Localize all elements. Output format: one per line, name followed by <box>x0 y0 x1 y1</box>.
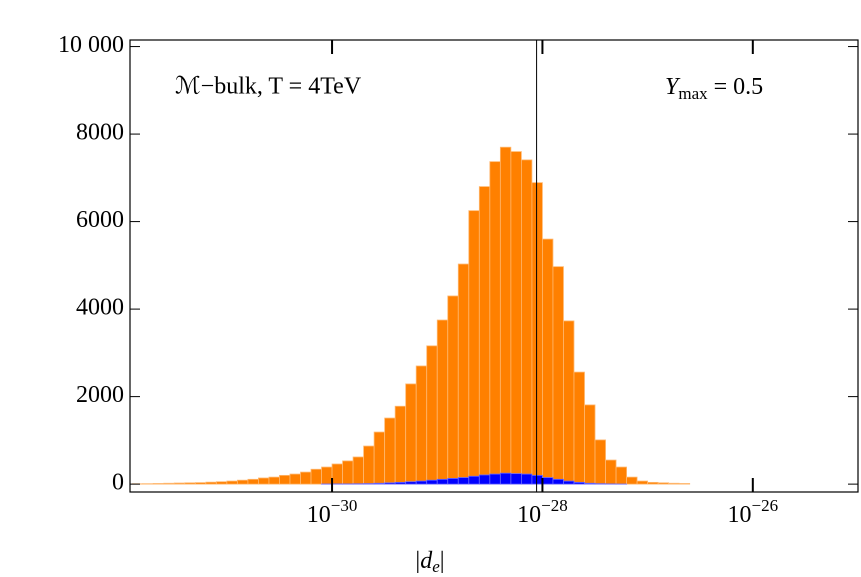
histogram-bar <box>468 475 480 485</box>
histogram-bar <box>573 371 585 485</box>
histogram-bar <box>310 468 322 485</box>
histogram-bar <box>394 405 407 485</box>
histogram-bar <box>205 481 217 485</box>
histogram-bar <box>247 478 259 485</box>
histogram-bar <box>436 319 449 485</box>
histogram-bar <box>657 482 670 485</box>
histogram-bar <box>373 431 386 485</box>
histogram-bar <box>489 473 501 485</box>
histogram-bar <box>542 477 554 485</box>
histogram-bar <box>331 463 343 485</box>
histogram-bar <box>236 479 249 485</box>
histogram-bar <box>478 186 491 485</box>
histogram-bar <box>289 473 301 485</box>
histogram-bar <box>405 383 417 485</box>
histogram-bar <box>363 445 375 485</box>
x-tick-label: 10−28 <box>517 496 568 528</box>
histogram-bar <box>415 480 428 485</box>
histogram-bar <box>520 159 533 485</box>
histogram-bar <box>636 480 649 485</box>
y-tick-label: 10 000 <box>58 32 124 58</box>
histogram-bar <box>258 477 270 485</box>
histogram-bar <box>668 482 680 485</box>
histogram-bar <box>584 482 596 485</box>
histogram-bar <box>384 482 396 485</box>
histogram-bar <box>531 474 543 485</box>
histogram-bar <box>626 476 638 485</box>
histogram-bar <box>436 478 449 485</box>
y-tick-label: 4000 <box>76 295 124 321</box>
plot-frame <box>129 39 859 493</box>
histogram-bar <box>363 483 375 485</box>
histogram-bar <box>426 479 438 485</box>
x-tick-label: 10−30 <box>307 496 358 528</box>
histogram-bar <box>373 482 386 485</box>
histogram-bar <box>499 146 512 485</box>
histogram-bar <box>457 477 470 485</box>
annotation: ℳ−bulk, T = 4TeV <box>175 74 362 100</box>
histogram-bar <box>279 474 291 485</box>
y-tick-label: 2000 <box>76 382 124 408</box>
histogram-bar <box>478 474 491 485</box>
histogram-bar <box>510 151 522 485</box>
x-axis-label: |de| <box>415 548 444 576</box>
histogram-bar <box>510 473 522 485</box>
histogram-bar <box>173 482 186 485</box>
histogram-bar <box>542 238 554 485</box>
histogram-bar <box>384 417 396 485</box>
histogram-bar <box>194 482 207 485</box>
histogram-bar <box>415 365 428 485</box>
histogram-bar <box>405 481 417 485</box>
histogram-bar <box>163 482 175 485</box>
histogram-bar <box>520 473 533 485</box>
histogram-bar <box>394 481 407 485</box>
histogram-bar <box>300 471 312 485</box>
histogram-bar <box>605 459 617 485</box>
histogram-bar <box>584 404 596 485</box>
histogram-bar <box>352 456 365 485</box>
histogram-bar <box>678 483 691 485</box>
histogram-bar <box>552 478 564 485</box>
y-tick-label: 8000 <box>76 120 124 146</box>
histogram-bar <box>321 466 333 485</box>
y-tick-label: 0 <box>112 470 124 496</box>
histogram-bar <box>615 466 627 485</box>
histogram-bar <box>489 161 501 485</box>
annotation: Ymax = 0.5 <box>665 74 763 103</box>
histogram-bar <box>499 472 512 485</box>
histogram-bar <box>426 345 438 485</box>
histogram-bar <box>457 263 470 485</box>
histogram-bar <box>594 439 606 485</box>
histogram-bar <box>184 482 196 485</box>
histogram-bar <box>215 481 228 485</box>
histogram-bar <box>563 480 575 485</box>
histogram-bar <box>447 478 459 485</box>
histogram-bar <box>268 476 280 485</box>
histogram-bar <box>552 266 564 485</box>
histogram-bar <box>647 481 659 485</box>
histogram-bar <box>531 182 543 485</box>
histogram-bar <box>447 295 459 485</box>
histogram-bar <box>573 481 585 485</box>
y-tick-label: 6000 <box>76 207 124 233</box>
x-tick-label: 10−26 <box>728 496 779 528</box>
histogram-bar <box>226 480 238 485</box>
histogram-bar <box>152 483 165 485</box>
histogram-bar <box>468 210 480 485</box>
histogram-bar <box>342 460 354 485</box>
histogram-bar <box>563 320 575 485</box>
